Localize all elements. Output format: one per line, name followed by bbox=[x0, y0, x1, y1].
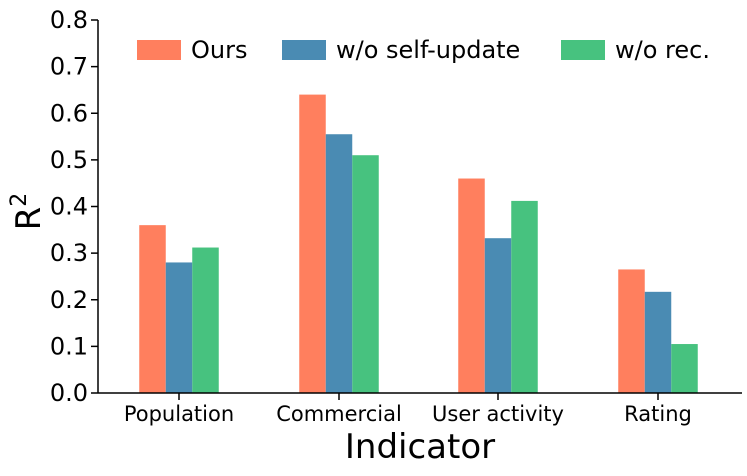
bar-0-2 bbox=[192, 247, 219, 393]
y-tick-label: 0.5 bbox=[50, 146, 88, 174]
y-tick-label: 0.4 bbox=[50, 193, 88, 221]
bar-0-0 bbox=[139, 225, 166, 393]
bar-1-1 bbox=[325, 134, 353, 393]
y-tick-label: 0.7 bbox=[50, 53, 88, 81]
y-axis-title-base: R bbox=[9, 207, 49, 231]
y-tick-label: 0.6 bbox=[50, 99, 88, 127]
y-ticks-group: 0.0 0.1 0.2 0.3 0.4 0.5 0.6 0.7 0.8 bbox=[50, 6, 98, 407]
bar-3-0 bbox=[618, 269, 645, 393]
legend-label-2: w/o rec. bbox=[615, 36, 710, 64]
y-tick-label: 0.1 bbox=[50, 332, 88, 360]
legend-label-1: w/o self-update bbox=[336, 36, 520, 64]
x-axis-title: Indicator bbox=[345, 427, 495, 467]
x-tick-label: Rating bbox=[624, 402, 692, 426]
bar-2-1 bbox=[484, 238, 512, 393]
bar-0-1 bbox=[165, 262, 193, 393]
legend-swatch-2 bbox=[561, 40, 605, 60]
y-tick-label: 0.3 bbox=[50, 239, 88, 267]
legend-swatch-0 bbox=[137, 40, 181, 60]
y-axis-title-superscript: 2 bbox=[7, 193, 32, 207]
legend-swatch-1 bbox=[282, 40, 326, 60]
bar-1-0 bbox=[299, 94, 326, 393]
bar-2-0 bbox=[458, 178, 485, 393]
bars-group bbox=[139, 94, 698, 393]
x-tick-label: Commercial bbox=[276, 402, 402, 426]
legend-label-0: Ours bbox=[191, 36, 247, 64]
bar-3-2 bbox=[671, 344, 698, 393]
x-tick-label: User activity bbox=[432, 402, 564, 426]
bar-2-2 bbox=[511, 200, 538, 393]
x-ticks-group: Population Commercial User activity Rating bbox=[124, 393, 692, 426]
bar-1-2 bbox=[352, 155, 379, 393]
y-tick-label: 0.2 bbox=[50, 286, 88, 314]
y-tick-label: 0.0 bbox=[50, 379, 88, 407]
bar-3-1 bbox=[644, 291, 672, 393]
x-tick-label: Population bbox=[124, 402, 234, 426]
y-tick-label: 0.8 bbox=[50, 6, 88, 34]
legend: Ours w/o self-update w/o rec. bbox=[137, 36, 710, 64]
y-axis-title: R2 bbox=[7, 193, 49, 231]
